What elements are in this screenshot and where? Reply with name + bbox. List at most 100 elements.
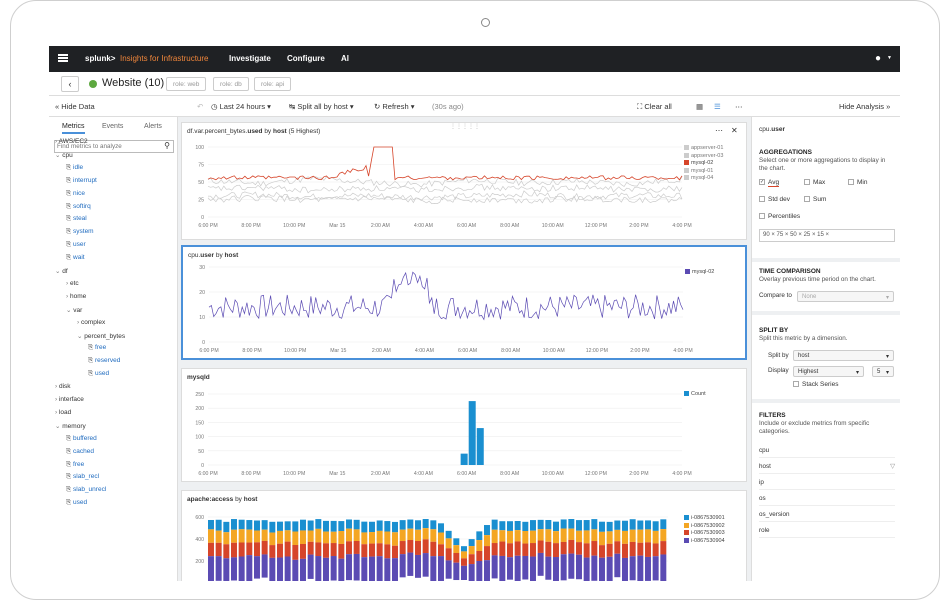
brand-logo[interactable]: splunk> — [85, 54, 116, 63]
filter-item[interactable]: os_version — [759, 508, 895, 522]
stack-series-toggle[interactable]: Stack Series — [793, 381, 839, 388]
legend-item[interactable]: appserver-03 — [684, 153, 723, 159]
legend-item[interactable]: appserver-01 — [684, 145, 723, 151]
agg-avg[interactable]: ✓ Avg — [759, 179, 780, 187]
chart-panel[interactable]: cpu.user by host 30 20 10 0 6:00 PM 8:00 PM 10… — [181, 245, 747, 360]
legend-item[interactable]: Count — [684, 391, 706, 397]
agg-min[interactable]: Min — [848, 179, 867, 186]
metric-item[interactable]: ⎘ wait — [66, 254, 85, 262]
folder-item[interactable]: › disk — [55, 383, 71, 390]
agg-percentiles[interactable]: Percentiles — [759, 213, 800, 220]
back-button[interactable]: ‹ — [61, 76, 79, 92]
user-icon[interactable]: ● — [875, 53, 882, 64]
tab-alerts[interactable]: Alerts — [144, 123, 162, 130]
display-select[interactable]: Highest ▾ — [793, 366, 864, 377]
metric-item[interactable]: ⎘ softirq — [66, 203, 91, 211]
bar-segment — [545, 529, 552, 542]
agg-sum[interactable]: Sum — [804, 196, 826, 203]
list-view-icon[interactable]: ☰ — [714, 102, 721, 111]
chevron-down-icon[interactable]: ▼ — [887, 55, 892, 61]
refresh-button[interactable]: ↻ Refresh ▾ — [374, 102, 415, 111]
legend-item[interactable]: i-0867530902 — [684, 523, 725, 529]
drag-handle[interactable]: ⋮⋮⋮⋮⋮ — [450, 124, 480, 130]
nav-item[interactable]: Al — [341, 54, 349, 63]
metric-item[interactable]: ⎘ idle — [66, 164, 83, 172]
y-tick-label: 250 — [195, 392, 204, 398]
folder-item[interactable]: › AWS/EC2 — [55, 138, 88, 145]
x-tick-label: 4:00 PM — [672, 223, 691, 229]
bar-segment — [246, 529, 253, 543]
metric-item[interactable]: ⎘ steal — [66, 215, 87, 223]
metric-item[interactable]: ⎘ reserved — [88, 357, 120, 365]
metric-item[interactable]: ⎘ user — [66, 241, 86, 249]
display-count-select[interactable]: 5 ▾ — [872, 366, 894, 377]
chart-panel[interactable]: apache:access by host 600 400 200 i-086753… — [181, 490, 747, 581]
filter-item[interactable]: host ▽ — [759, 460, 895, 474]
role-tag[interactable]: role: db — [213, 77, 249, 91]
percentile-inputs[interactable]: 90 × 75 × 50 × 25 × 15 × — [759, 229, 895, 242]
tree-label: cached — [73, 447, 94, 455]
metric-item[interactable]: ⎘ system — [66, 228, 94, 236]
close-icon[interactable]: ✕ — [731, 126, 738, 135]
compare-select[interactable]: None ▾ — [797, 291, 894, 302]
metric-item[interactable]: ⎘ used — [66, 499, 87, 507]
filter-item[interactable]: cpu — [759, 444, 895, 458]
legend-item[interactable]: i-0867530904 — [684, 538, 725, 544]
bar-segment — [392, 532, 398, 546]
filter-item[interactable]: os — [759, 492, 895, 506]
legend-item[interactable]: mysql-02 — [684, 160, 713, 166]
folder-item[interactable]: › etc — [66, 280, 79, 287]
metric-item[interactable]: ⎘ interrupt — [66, 177, 97, 185]
bar-segment — [307, 530, 314, 542]
more-icon[interactable]: ⋯ — [715, 126, 723, 135]
legend-item[interactable]: mysql-04 — [684, 175, 713, 181]
filter-item[interactable]: ip — [759, 476, 895, 490]
folder-item[interactable]: ⌄ cpu — [55, 151, 73, 159]
split-all-button[interactable]: ↹ Split all by host ▾ — [289, 102, 354, 111]
grid-view-icon[interactable]: ▦ — [696, 102, 704, 111]
metric-item[interactable]: ⎘ cached — [66, 448, 94, 456]
legend-item[interactable]: i-0867530903 — [684, 530, 725, 536]
metric-item[interactable]: ⎘ free — [88, 344, 106, 352]
folder-item[interactable]: › interface — [55, 396, 84, 403]
split-select[interactable]: host ▾ — [793, 350, 894, 361]
metric-item[interactable]: ⎘ slab_unrecl — [66, 486, 106, 494]
agg-max[interactable]: Max — [804, 179, 825, 186]
nav-item[interactable]: Configure — [287, 54, 325, 63]
folder-item[interactable]: ⌄ var — [66, 306, 82, 314]
clear-all-button[interactable]: ⛶ Clear all — [637, 102, 672, 111]
metric-item[interactable]: ⎘ used — [88, 370, 109, 378]
folder-item[interactable]: ⌄ percent_bytes — [77, 332, 125, 340]
search-input[interactable] — [55, 141, 155, 152]
metric-item[interactable]: ⎘ buffered — [66, 435, 97, 443]
hide-analysis-button[interactable]: Hide Analysis » — [839, 102, 891, 111]
nav-item[interactable]: Investigate — [229, 54, 271, 63]
metric-item[interactable]: ⎘ nice — [66, 190, 85, 198]
legend-item[interactable]: i-0867530901 — [684, 515, 725, 521]
menu-icon[interactable] — [58, 54, 68, 62]
hide-data-button[interactable]: « Hide Data — [55, 102, 95, 111]
tab-metrics[interactable]: Metrics — [62, 123, 85, 134]
folder-item[interactable]: › load — [55, 409, 71, 416]
chart-panel[interactable]: mysqld 250 200 150 100 50 0 6:00 PM 8:00 PM 10:0… — [181, 368, 747, 482]
metric-item[interactable]: ⎘ slab_recl — [66, 473, 99, 481]
chart-panel[interactable]: df.var.percent_bytes.used by host (5 Hig… — [181, 122, 747, 240]
legend-item[interactable]: mysql-02 — [685, 269, 714, 275]
folder-item[interactable]: ⌄ df — [55, 267, 68, 275]
folder-item[interactable]: › complex — [77, 319, 105, 326]
filter-icon[interactable]: ▽ — [890, 463, 895, 470]
bar-segment — [445, 548, 452, 561]
metric-item[interactable]: ⎘ free — [66, 461, 84, 469]
more-icon[interactable]: ⋯ — [735, 102, 743, 111]
filter-item[interactable]: role — [759, 524, 895, 538]
folder-item[interactable]: ⌄ memory — [55, 422, 86, 430]
search-icon[interactable]: ⚲ — [164, 141, 170, 150]
legend-item[interactable]: mysql-01 — [684, 168, 713, 174]
folder-item[interactable]: › home — [66, 293, 86, 300]
role-tag[interactable]: role: api — [254, 77, 292, 91]
time-picker[interactable]: ◷ Last 24 hours ▾ — [211, 102, 271, 111]
tab-events[interactable]: Events — [102, 123, 124, 130]
undo-icon[interactable]: ↶ — [197, 102, 204, 111]
agg-stddev[interactable]: Std dev — [759, 196, 790, 203]
role-tag[interactable]: role: web — [166, 77, 207, 91]
